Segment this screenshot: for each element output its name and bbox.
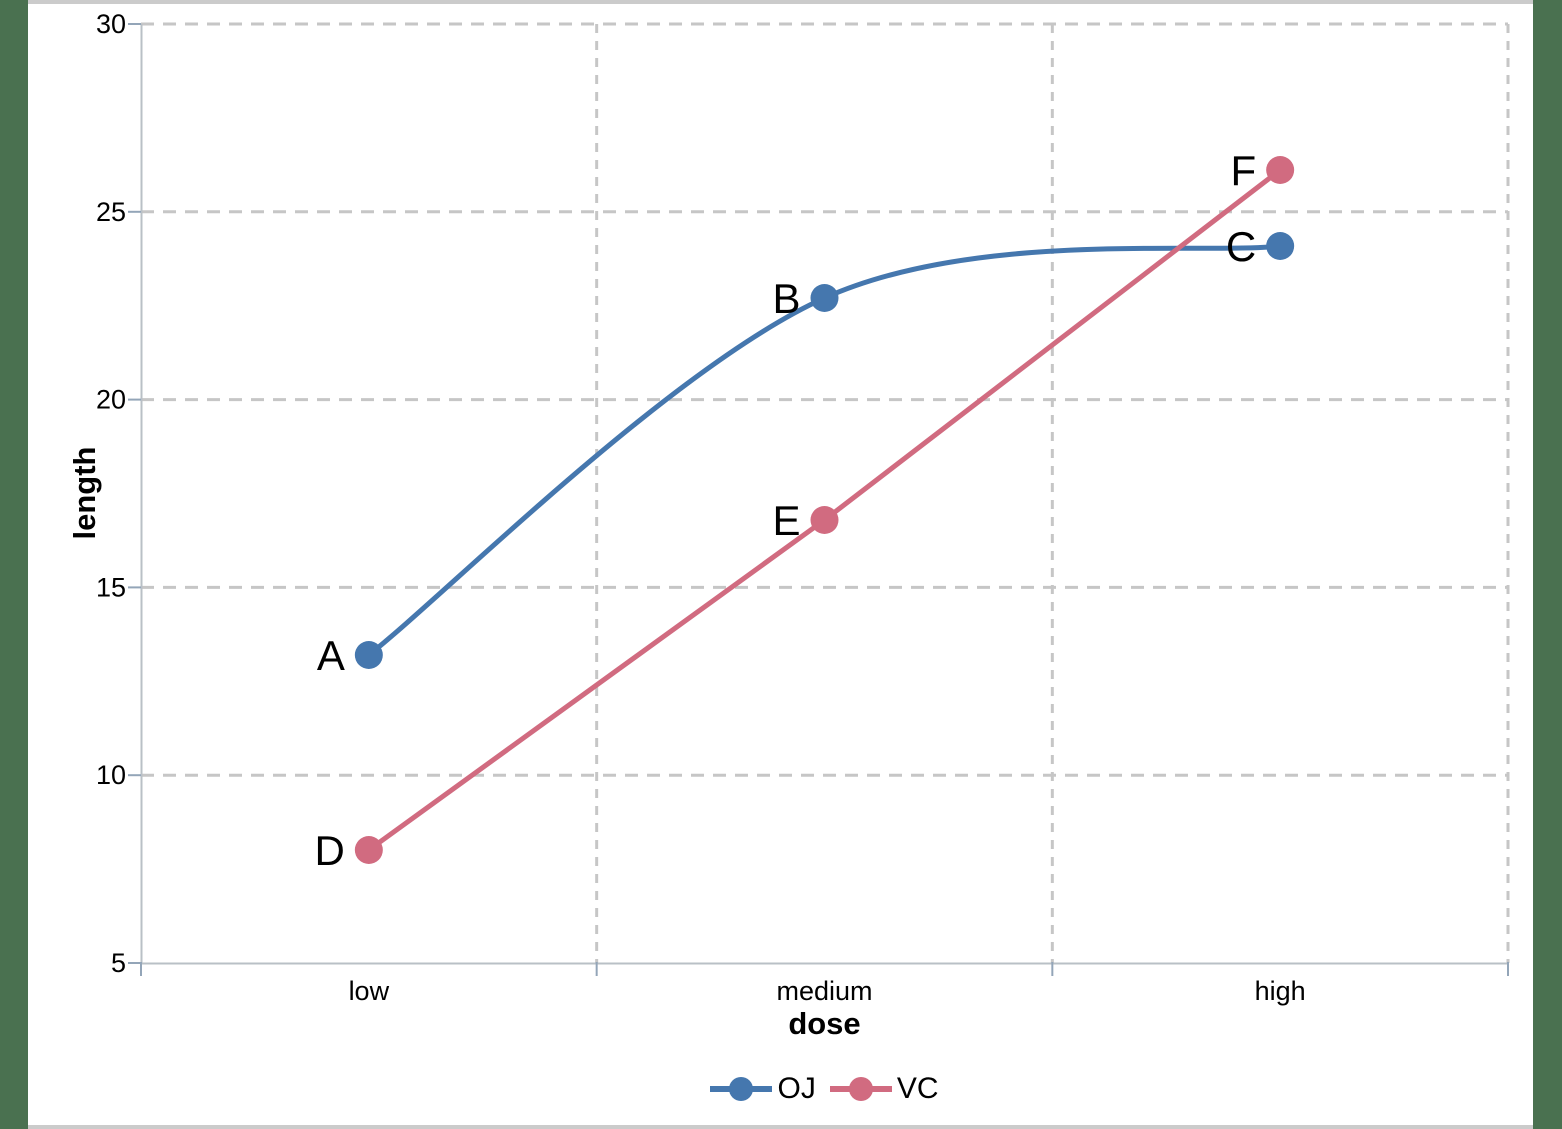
y-axis-title: length xyxy=(67,446,102,540)
data-point-f xyxy=(1266,156,1295,184)
legend-label: OJ xyxy=(777,1072,816,1105)
chart-legend: OJ VC xyxy=(141,1072,1508,1106)
y-tick-label: 25 xyxy=(96,197,126,227)
x-tick-label: medium xyxy=(776,976,872,1006)
y-tick-label: 15 xyxy=(96,572,126,602)
x-axis-title: dose xyxy=(788,1006,861,1041)
y-tick-label: 5 xyxy=(111,948,126,978)
legend-item-vc: VC xyxy=(829,1072,939,1106)
legend-label: VC xyxy=(896,1072,939,1105)
point-label-e: E xyxy=(772,497,800,544)
point-label-a: A xyxy=(317,632,345,679)
data-point-d xyxy=(354,836,383,864)
legend-marker-icon xyxy=(829,1077,892,1101)
x-tick-label: high xyxy=(1255,976,1306,1006)
y-tick-label: 10 xyxy=(96,760,126,790)
y-tick-label: 30 xyxy=(96,9,126,39)
data-point-e xyxy=(810,506,839,534)
legend-item-oj: OJ xyxy=(710,1072,816,1106)
data-point-c xyxy=(1266,232,1295,260)
data-point-a xyxy=(354,641,383,669)
data-point-b xyxy=(810,284,839,312)
x-tick-label: low xyxy=(349,976,390,1006)
point-label-c: C xyxy=(1226,223,1256,270)
legend-marker-icon xyxy=(710,1077,773,1101)
chart-paper xyxy=(28,0,1533,1129)
point-label-f: F xyxy=(1231,147,1257,194)
point-label-d: D xyxy=(314,827,344,874)
y-tick-label: 20 xyxy=(96,385,126,415)
point-label-b: B xyxy=(772,275,800,322)
